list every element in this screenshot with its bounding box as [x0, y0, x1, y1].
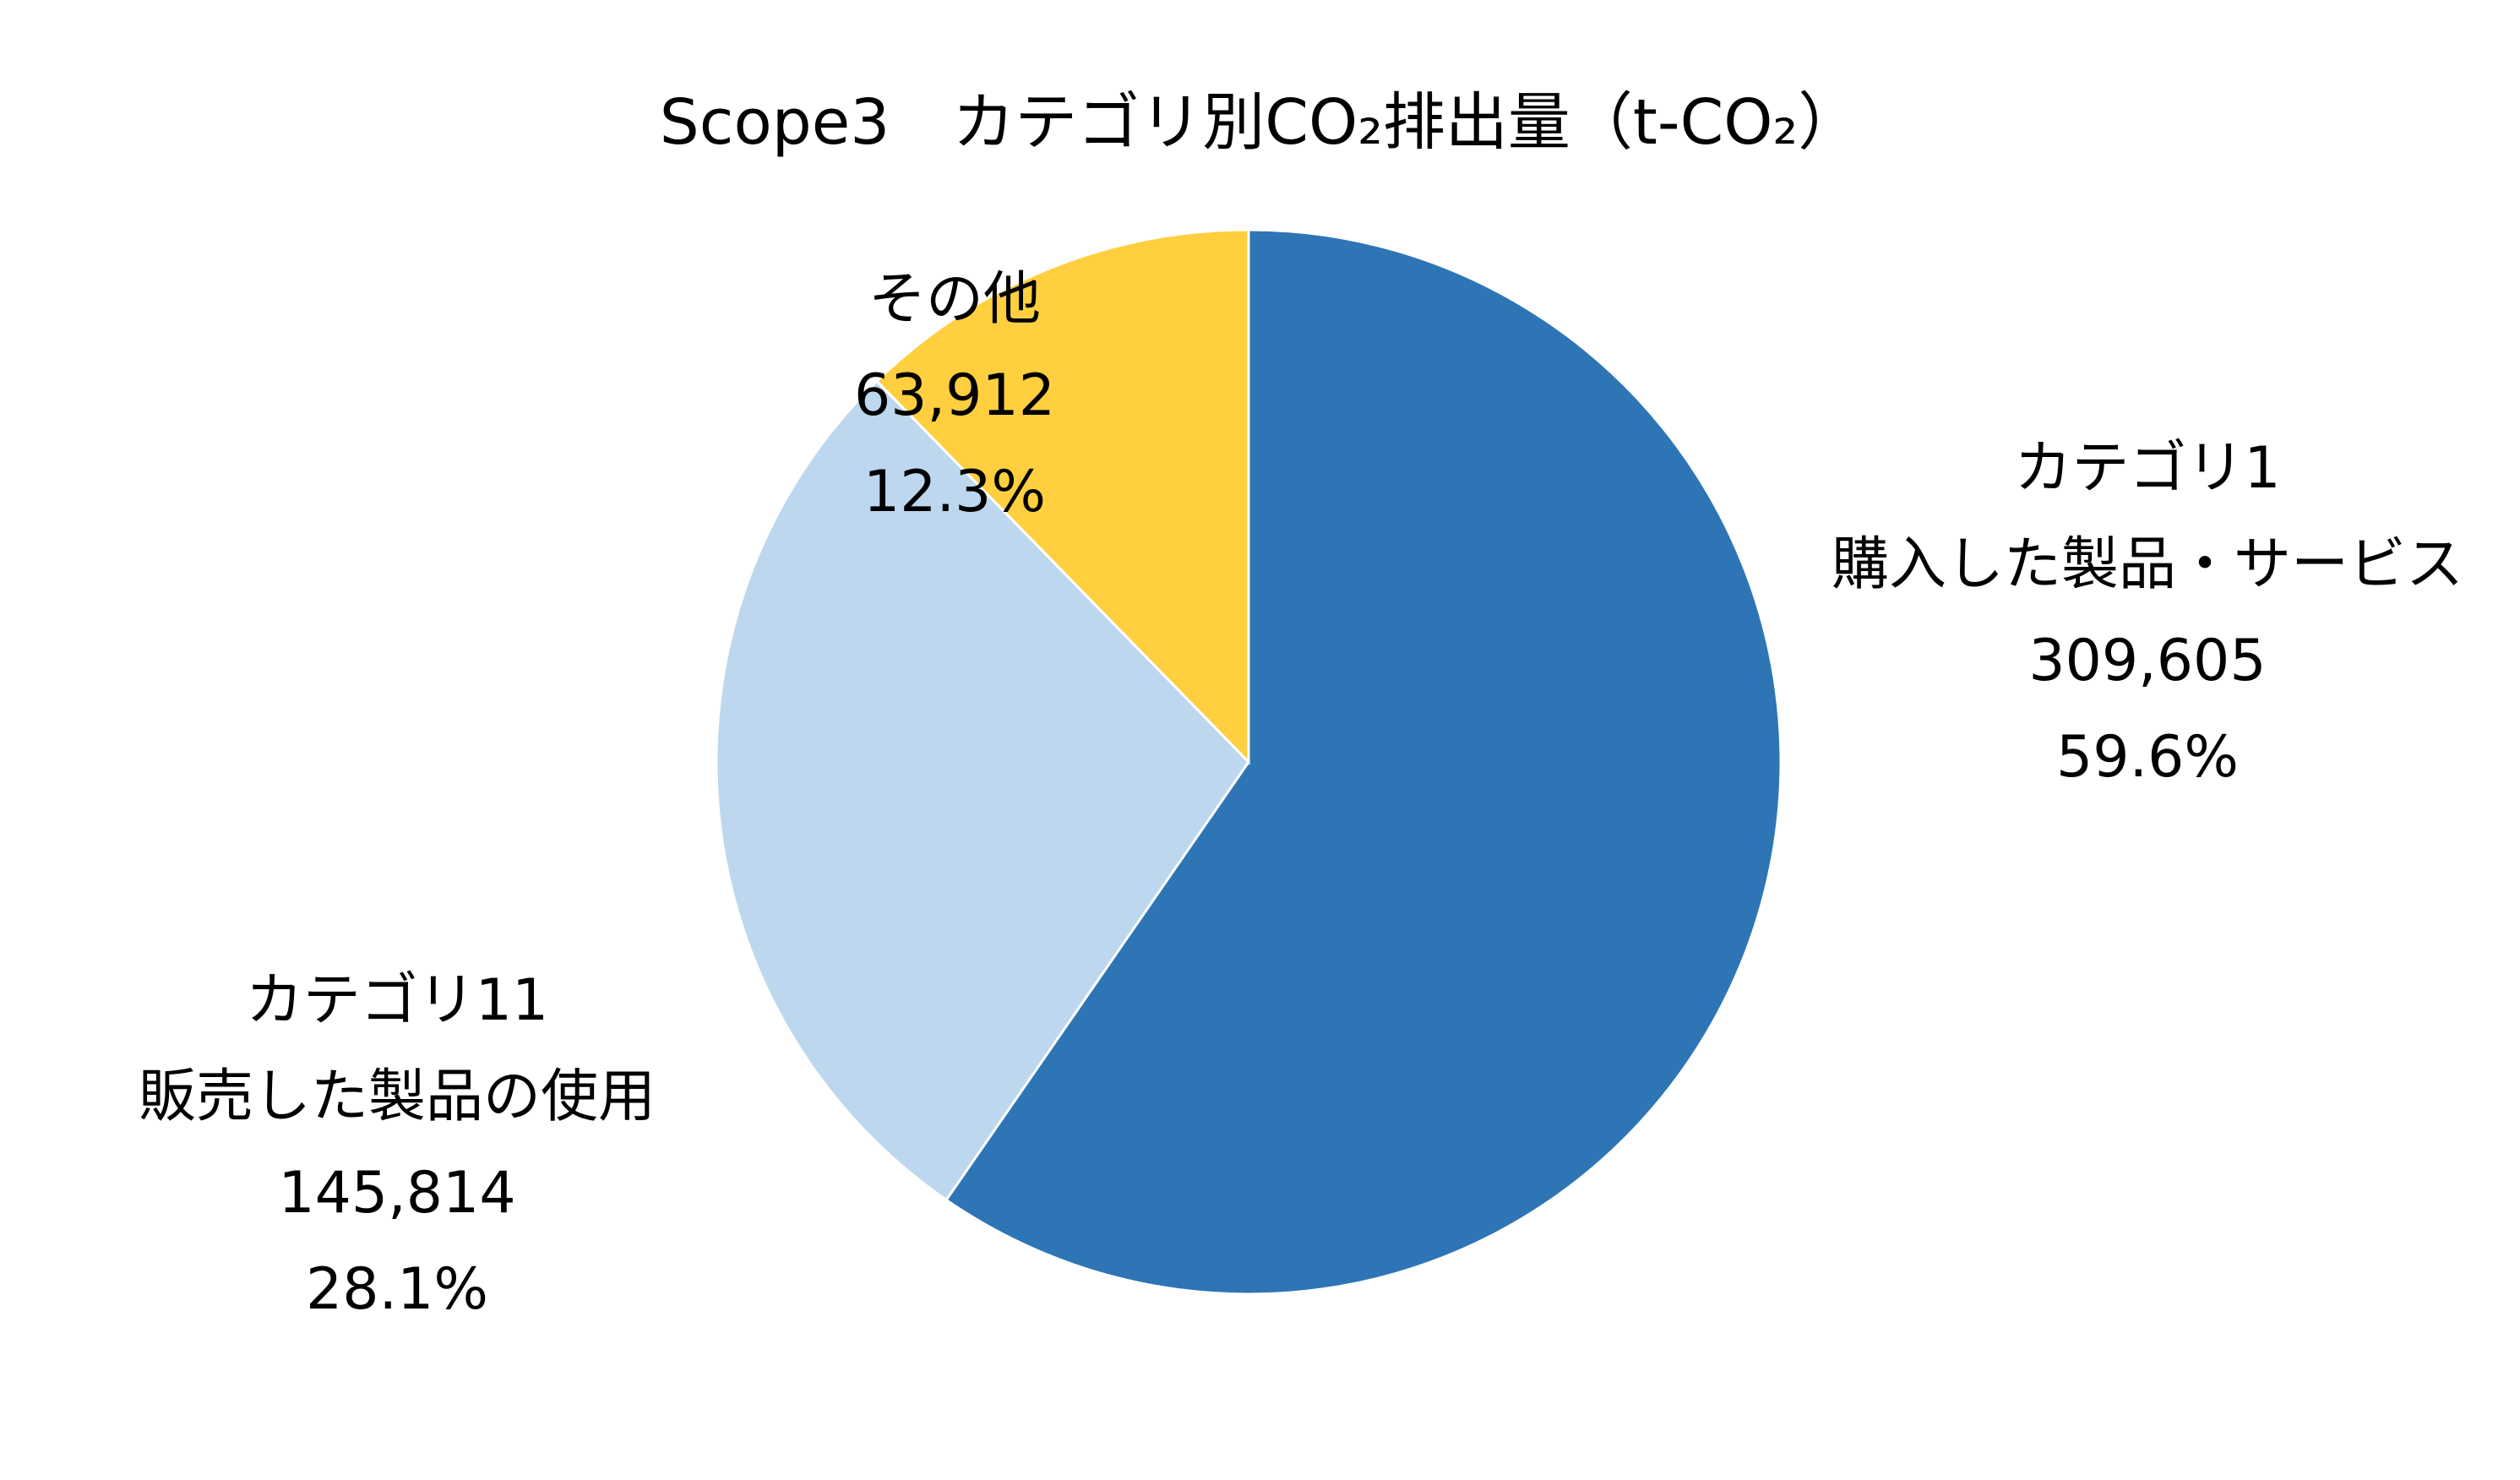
slice-value: 63,912: [854, 362, 1055, 429]
slice-category: カテゴリ11: [245, 967, 549, 1034]
slice-name: 販売した製品の使用: [138, 1064, 656, 1130]
slice-name: 購入した製品・サービス: [1831, 531, 2463, 598]
slice-label-category1: カテゴリ1 購入した製品・サービス 309,605 59.6%: [1784, 421, 2511, 806]
chart-title: Scope3 カテゴリ別CO₂排出量（t-CO₂）: [659, 86, 1861, 159]
slice-percent: 59.6%: [2055, 724, 2240, 791]
pie-slice-3: [874, 228, 1250, 765]
slice-percent: 12.3%: [863, 459, 1047, 525]
slice-category: カテゴリ1: [2014, 435, 2281, 502]
slice-percent: 28.1%: [305, 1256, 489, 1323]
slice-value: 309,605: [2028, 628, 2267, 694]
slice-category: その他: [868, 266, 1041, 333]
pie-slice-2: [715, 379, 1250, 1202]
pie-slice-1: [944, 228, 1783, 1296]
slice-label-other: その他 63,912 12.3%: [760, 252, 1149, 541]
slice-value: 145,814: [278, 1160, 516, 1227]
slice-label-category11: カテゴリ11 販売した製品の使用 145,814 28.1%: [51, 953, 743, 1338]
pie-slices: [715, 228, 1783, 1296]
